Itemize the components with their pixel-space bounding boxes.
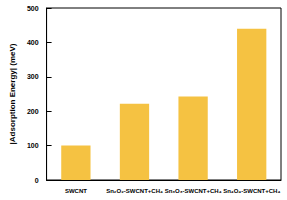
svg-text:0: 0: [35, 177, 39, 184]
svg-text:300: 300: [27, 73, 39, 80]
svg-text:Sn₃O₃-SWCNT+CH₄: Sn₃O₃-SWCNT+CH₄: [165, 188, 222, 194]
svg-text:Sn₂O₂-SWCNT+CH₄: Sn₂O₂-SWCNT+CH₄: [106, 188, 163, 194]
svg-text:|Adsorption Energy| (meV): |Adsorption Energy| (meV): [8, 43, 17, 144]
svg-text:500: 500: [27, 5, 39, 12]
svg-text:200: 200: [27, 108, 39, 115]
svg-text:400: 400: [27, 39, 39, 46]
svg-text:Sn₄O₄-SWCNT+CH₄: Sn₄O₄-SWCNT+CH₄: [223, 188, 280, 194]
svg-text:100: 100: [27, 142, 39, 149]
svg-text:SWCNT: SWCNT: [65, 188, 87, 194]
